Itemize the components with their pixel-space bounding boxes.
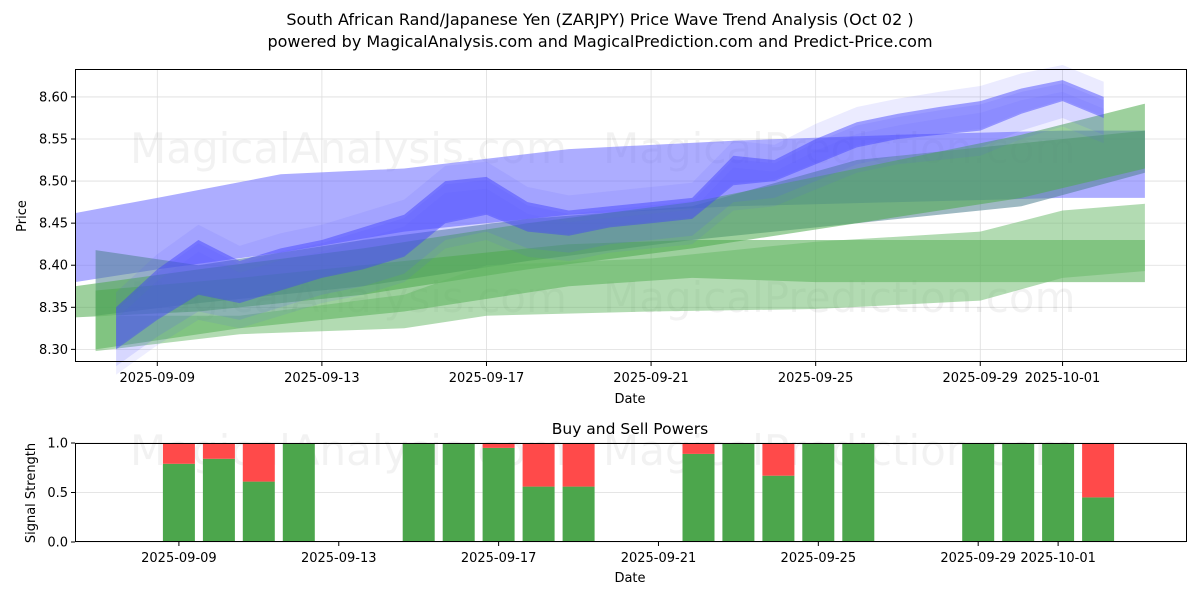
buy-bar <box>802 443 835 542</box>
signal-x-tick-label: 2025-09-29 <box>940 551 1016 566</box>
buy-bar <box>1082 497 1115 542</box>
band-price-wave-echo <box>116 65 1104 348</box>
signal-bars <box>162 443 1115 542</box>
sell-bar <box>162 443 195 464</box>
band-price-wave-core <box>116 80 1104 350</box>
main-y-axis-label: Price <box>15 200 30 232</box>
signal-plot-frame <box>75 443 1187 542</box>
signal-x-tick-label: 2025-09-25 <box>781 551 857 566</box>
buy-bar <box>1002 443 1035 542</box>
band-price-wave-echo <box>116 91 1104 375</box>
main-x-tick-label: 2025-09-17 <box>449 371 525 386</box>
buy-bar <box>722 443 755 542</box>
buy-bar <box>242 481 275 542</box>
signal-y-axis-label: Signal Strength <box>24 443 39 543</box>
buy-bar <box>202 458 235 542</box>
main-y-tick-label: 8.40 <box>39 259 68 274</box>
signal-x-axis: 2025-09-09 2025-09-13 2025-09-17 2025-09-21… <box>141 542 1096 566</box>
buy-bar <box>402 443 435 542</box>
main-x-tick-label: 2025-09-29 <box>942 371 1018 386</box>
buy-bar <box>522 486 555 542</box>
main-plot-frame <box>75 69 1187 362</box>
buy-bar <box>282 443 315 542</box>
buy-bar <box>442 443 475 542</box>
buy-bar <box>962 443 995 542</box>
sell-bar <box>482 443 515 448</box>
main-y-tick-label: 8.45 <box>39 217 68 232</box>
signal-x-tick-label: 2025-09-13 <box>301 551 377 566</box>
main-y-tick-label: 8.35 <box>39 301 68 316</box>
buy-bar <box>762 475 795 542</box>
watermark-text: MagicalPrediction.com <box>603 426 1076 475</box>
band-price-wave-echo <box>116 83 1104 367</box>
signal-x-tick-label: 2025-09-09 <box>141 551 217 566</box>
buy-bar <box>162 463 195 542</box>
signal-x-tick-label: 2025-10-01 <box>1020 551 1096 566</box>
buy-bar <box>682 453 715 542</box>
buy-bar <box>562 486 595 542</box>
band-green-low-band <box>95 203 1145 352</box>
main-y-tick-label: 8.60 <box>39 90 68 105</box>
band-green-upper-band <box>75 103 1145 318</box>
sell-bar <box>1082 443 1115 498</box>
chart-title: South African Rand/Japanese Yen (ZARJPY)… <box>286 10 914 29</box>
sell-bar <box>682 443 715 454</box>
main-x-axis-label: Date <box>614 392 645 407</box>
main-x-tick-label: 2025-09-09 <box>120 371 196 386</box>
sell-bar <box>762 443 795 476</box>
signal-x-tick-label: 2025-09-21 <box>621 551 697 566</box>
main-x-tick-label: 2025-09-25 <box>778 371 854 386</box>
signal-y-tick-label: 0.5 <box>47 486 68 501</box>
signal-y-axis: 0.0 0.5 1.0 <box>47 437 75 551</box>
main-y-tick-label: 8.55 <box>39 133 68 148</box>
main-x-tick-label: 2025-10-01 <box>1025 371 1101 386</box>
signal-y-tick-label: 1.0 <box>47 437 68 452</box>
chart-subtitle: powered by MagicalAnalysis.com and Magic… <box>267 32 933 51</box>
sell-bar <box>562 443 595 487</box>
main-y-tick-label: 8.30 <box>39 343 68 358</box>
sell-bar <box>202 443 235 459</box>
buy-bar <box>842 443 875 542</box>
sell-bar <box>522 443 555 487</box>
sell-bar <box>242 443 275 482</box>
signal-x-axis-label: Date <box>614 571 645 586</box>
main-bands <box>75 65 1145 375</box>
main-x-axis: 2025-09-09 2025-09-13 2025-09-17 2025-09-21… <box>120 362 1101 386</box>
main-x-tick-label: 2025-09-13 <box>284 371 360 386</box>
main-y-axis: 8.30 8.35 8.40 8.45 8.50 8.55 8.60 <box>39 90 75 358</box>
signal-x-tick-label: 2025-09-17 <box>461 551 537 566</box>
main-x-tick-label: 2025-09-21 <box>613 371 689 386</box>
signal-chart-title: Buy and Sell Powers <box>552 420 709 438</box>
buy-bar <box>1042 443 1075 542</box>
main-y-tick-label: 8.50 <box>39 175 68 190</box>
buy-bar <box>482 447 515 542</box>
signal-y-tick-label: 0.0 <box>47 536 68 551</box>
